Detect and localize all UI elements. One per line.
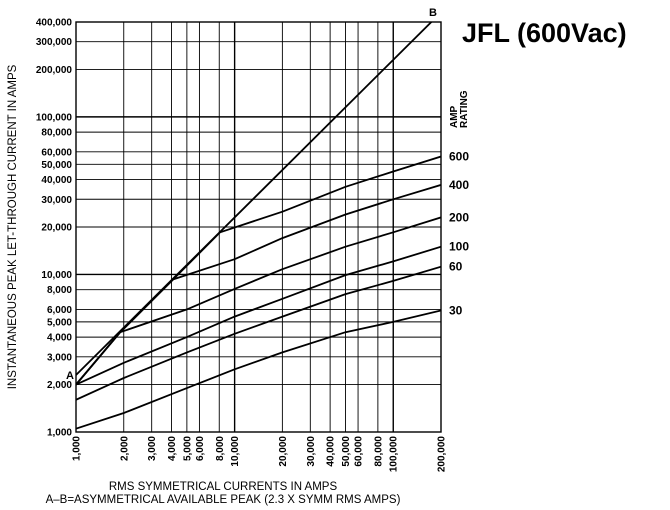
x-tick-label: 1,000 (72, 436, 83, 461)
y-tick-label: 60,000 (41, 147, 72, 158)
y-tick-label: 300,000 (36, 37, 73, 48)
series-line-600 (76, 157, 441, 385)
rating-label-200: 200 (449, 210, 469, 224)
ab-start-label: A (66, 370, 74, 382)
x-tick-label: 4,000 (167, 436, 178, 461)
x-axis-label: RMS SYMMETRICAL CURRENTS IN AMPS (109, 481, 338, 493)
x-tick-label: 8,000 (215, 436, 226, 461)
rating-label-400: 400 (449, 178, 469, 192)
y-tick-label: 80,000 (41, 128, 72, 139)
y-tick-label: 5,000 (47, 317, 72, 328)
x-tick-label: 6,000 (195, 436, 206, 461)
y-tick-label: 4,000 (47, 333, 72, 344)
y-tick-label: 6,000 (47, 305, 72, 316)
x-tick-labels: 1,000 2,000 3,000 4,000 5,000 6,000 8,000 10,00… (72, 436, 448, 473)
series-lines (76, 12, 441, 428)
x-tick-label: 2,000 (119, 436, 130, 461)
rating-label-600: 600 (449, 150, 469, 164)
x-tick-label: 20,000 (278, 436, 289, 467)
ab-end-label: B (429, 7, 437, 19)
rating-header-rating: RATING (459, 90, 470, 128)
rating-label-60: 60 (449, 260, 463, 274)
y-tick-label: 20,000 (41, 223, 72, 234)
y-tick-label: 100,000 (36, 112, 73, 123)
x-tick-label: 60,000 (354, 436, 365, 467)
y-tick-label: 3,000 (47, 352, 72, 363)
x-tick-label: 100,000 (389, 436, 400, 473)
x-tick-label: 10,000 (230, 436, 241, 467)
rating-label-30: 30 (449, 304, 463, 318)
rating-labels: 30 60 100 200 400 600 (449, 150, 469, 318)
x-tick-label: 80,000 (373, 436, 384, 467)
series-line-60 (76, 267, 441, 400)
y-tick-label: 30,000 (41, 195, 72, 206)
series-line-100 (76, 247, 441, 385)
y-tick-label: 8,000 (47, 285, 72, 296)
y-axis-label: INSTANTANEOUS PEAK LET-THROUGH CURRENT I… (7, 64, 19, 389)
x-axis-sublabel: A–B=ASYMMETRICAL AVAILABLE PEAK (2.3 X S… (46, 494, 401, 506)
y-tick-label: 40,000 (41, 175, 72, 186)
y-tick-label: 400,000 (36, 18, 73, 29)
x-tick-label: 200,000 (437, 436, 448, 473)
y-tick-label: 50,000 (41, 160, 72, 171)
y-tick-label: 1,000 (47, 428, 72, 439)
x-tick-label: 40,000 (326, 436, 337, 467)
y-gridlines (76, 22, 441, 432)
x-tick-label: 3,000 (147, 436, 158, 461)
x-tick-label: 30,000 (306, 436, 317, 467)
series-line-400 (76, 185, 441, 385)
x-tick-label: 5,000 (182, 436, 193, 461)
rating-label-100: 100 (449, 240, 469, 254)
y-tick-label: 10,000 (41, 270, 72, 281)
y-tick-label: 200,000 (36, 65, 73, 76)
x-tick-label: 50,000 (341, 436, 352, 467)
